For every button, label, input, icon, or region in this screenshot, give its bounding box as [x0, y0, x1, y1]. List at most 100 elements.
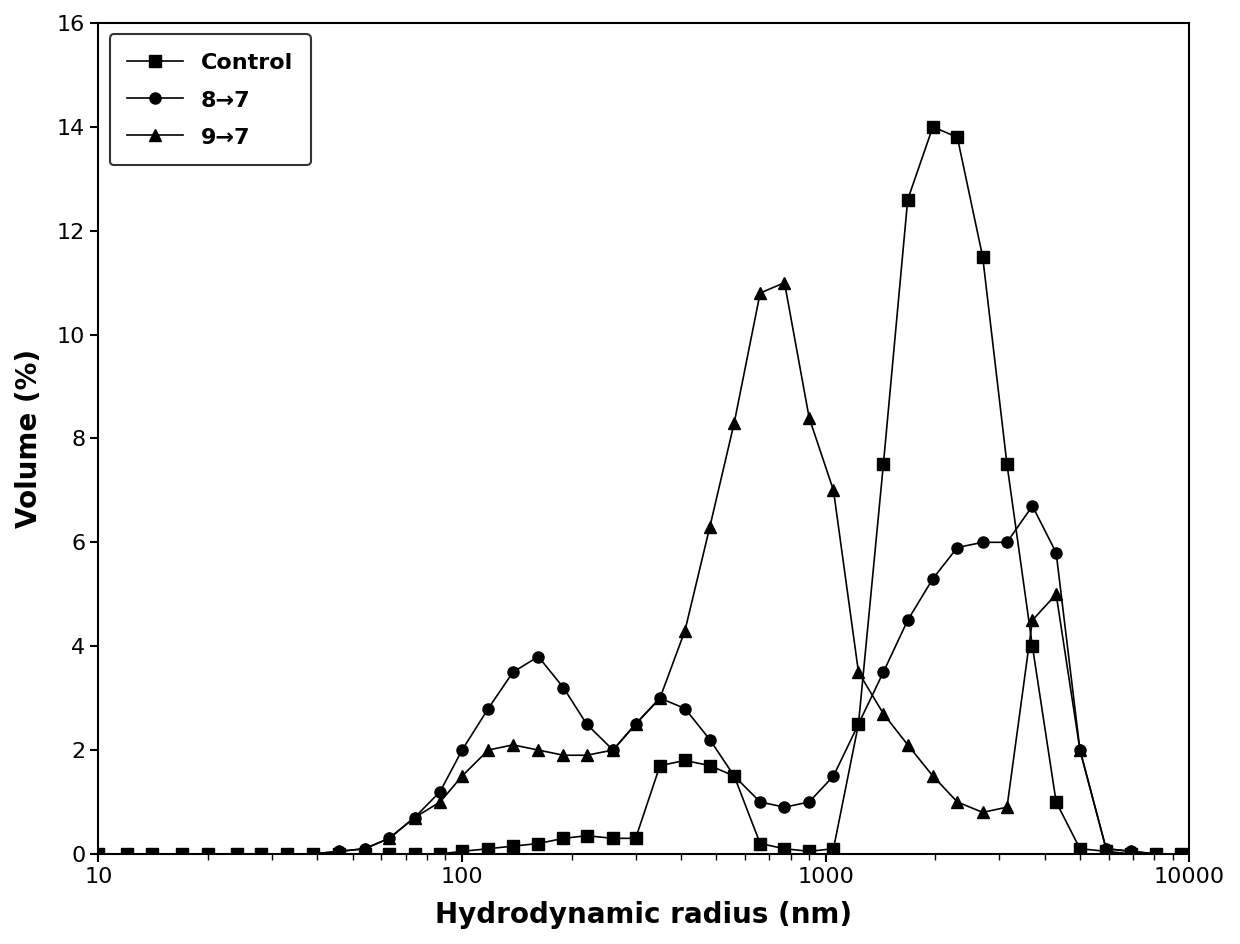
- 9→7: [382, 833, 397, 844]
- Control: [407, 849, 422, 860]
- Control: [254, 849, 269, 860]
- Control: [279, 849, 294, 860]
- 9→7: [677, 625, 692, 636]
- 9→7: [175, 849, 190, 860]
- 9→7: [652, 693, 667, 704]
- 8→7: [1148, 849, 1163, 860]
- 9→7: [1049, 589, 1064, 600]
- 8→7: [900, 615, 915, 626]
- 9→7: [229, 849, 244, 860]
- 9→7: [1123, 846, 1138, 857]
- 8→7: [531, 651, 546, 663]
- 8→7: [851, 718, 866, 730]
- 8→7: [332, 846, 347, 857]
- Line: 9→7: 9→7: [93, 278, 1187, 859]
- 9→7: [201, 849, 216, 860]
- 8→7: [357, 843, 372, 854]
- 9→7: [727, 417, 742, 429]
- 9→7: [1073, 745, 1087, 756]
- 8→7: [279, 849, 294, 860]
- 8→7: [1123, 846, 1138, 857]
- Control: [652, 760, 667, 771]
- 8→7: [407, 812, 422, 823]
- 8→7: [144, 849, 159, 860]
- Control: [1073, 843, 1087, 854]
- 9→7: [357, 843, 372, 854]
- Control: [1174, 849, 1189, 860]
- 9→7: [900, 739, 915, 750]
- Control: [875, 459, 890, 470]
- 8→7: [605, 745, 620, 756]
- Control: [777, 843, 792, 854]
- 8→7: [629, 718, 644, 730]
- 9→7: [777, 277, 792, 288]
- 8→7: [556, 683, 570, 694]
- 8→7: [254, 849, 269, 860]
- 8→7: [306, 849, 321, 860]
- 8→7: [120, 849, 135, 860]
- 8→7: [925, 573, 940, 584]
- Control: [605, 833, 620, 844]
- 9→7: [579, 750, 594, 761]
- Control: [120, 849, 135, 860]
- Control: [357, 849, 372, 860]
- 9→7: [950, 797, 965, 808]
- Control: [531, 838, 546, 850]
- 9→7: [455, 770, 470, 782]
- 8→7: [175, 849, 190, 860]
- Control: [900, 194, 915, 205]
- 8→7: [1073, 745, 1087, 756]
- 8→7: [950, 542, 965, 553]
- 9→7: [481, 745, 496, 756]
- 8→7: [677, 703, 692, 715]
- 9→7: [1099, 843, 1114, 854]
- 8→7: [455, 745, 470, 756]
- Control: [1025, 641, 1040, 652]
- 8→7: [753, 797, 768, 808]
- Control: [1099, 846, 1114, 857]
- Control: [455, 846, 470, 857]
- Control: [802, 846, 817, 857]
- 8→7: [1099, 843, 1114, 854]
- Control: [481, 843, 496, 854]
- 8→7: [382, 833, 397, 844]
- Control: [229, 849, 244, 860]
- 8→7: [1174, 849, 1189, 860]
- 8→7: [727, 770, 742, 782]
- Legend: Control, 8→7, 9→7: Control, 8→7, 9→7: [109, 34, 311, 165]
- 8→7: [201, 849, 216, 860]
- 9→7: [851, 666, 866, 678]
- 9→7: [875, 708, 890, 719]
- 9→7: [826, 484, 841, 496]
- Line: Control: Control: [93, 122, 1187, 859]
- 9→7: [556, 750, 570, 761]
- 8→7: [826, 770, 841, 782]
- 8→7: [975, 536, 990, 548]
- Control: [306, 849, 321, 860]
- 9→7: [332, 846, 347, 857]
- 8→7: [506, 666, 521, 678]
- 8→7: [579, 718, 594, 730]
- Control: [201, 849, 216, 860]
- 9→7: [802, 412, 817, 423]
- 9→7: [531, 745, 546, 756]
- Control: [925, 121, 940, 132]
- 9→7: [91, 849, 105, 860]
- 9→7: [975, 807, 990, 818]
- Control: [975, 251, 990, 262]
- Control: [999, 459, 1014, 470]
- 8→7: [481, 703, 496, 715]
- 8→7: [999, 536, 1014, 548]
- 9→7: [925, 770, 940, 782]
- Control: [826, 843, 841, 854]
- 9→7: [506, 739, 521, 750]
- 9→7: [144, 849, 159, 860]
- 9→7: [1174, 849, 1189, 860]
- Control: [950, 131, 965, 143]
- 8→7: [91, 849, 105, 860]
- Control: [506, 840, 521, 851]
- Control: [433, 849, 448, 860]
- Y-axis label: Volume (%): Volume (%): [15, 349, 43, 528]
- 8→7: [229, 849, 244, 860]
- 9→7: [306, 849, 321, 860]
